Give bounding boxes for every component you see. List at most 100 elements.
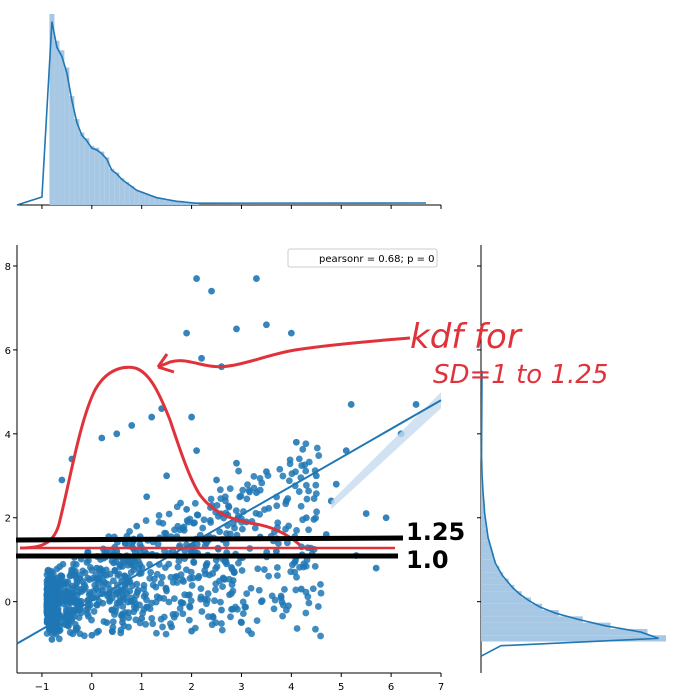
scatter-point xyxy=(412,401,420,408)
scatter-point xyxy=(193,540,201,548)
scatter-point xyxy=(317,632,324,640)
scatter-point xyxy=(226,530,234,538)
scatter-point xyxy=(84,604,92,612)
scatter-point xyxy=(167,573,175,581)
scatter-point xyxy=(53,612,61,619)
top-hist-bar xyxy=(174,201,180,205)
scatter-point xyxy=(188,627,195,635)
top-hist-bar xyxy=(164,199,170,205)
scatter-point xyxy=(285,477,293,485)
scatter-point xyxy=(201,567,209,574)
scatter-point xyxy=(148,413,156,421)
scatter-point xyxy=(171,526,178,534)
top-hist-bar xyxy=(159,198,165,205)
right-hist-bar xyxy=(481,540,491,548)
top-hist-bar xyxy=(169,200,175,205)
scatter-point xyxy=(153,629,160,637)
scatter-point xyxy=(48,602,55,610)
scatter-point xyxy=(310,495,318,502)
scatter-point xyxy=(311,562,319,570)
scatter-point xyxy=(305,526,312,534)
scatter-point xyxy=(253,617,261,625)
scatter-point xyxy=(165,598,173,606)
scatter-point xyxy=(193,447,200,455)
scatter-point xyxy=(194,574,202,582)
scatter-point xyxy=(302,440,310,448)
legend-text: pearsonr = 0.68; p = 0 xyxy=(319,254,435,265)
scatter-point xyxy=(67,571,75,579)
right-hist-bar xyxy=(481,528,488,535)
scatter-point xyxy=(179,599,187,607)
scatter-point xyxy=(188,582,196,589)
right-hist-bar xyxy=(481,566,500,573)
top-hist-bar xyxy=(74,119,80,205)
scatter-point xyxy=(244,481,251,489)
scatter-point xyxy=(317,589,325,597)
scatter-point xyxy=(276,465,284,473)
scatter-point xyxy=(382,514,390,522)
scatter-point xyxy=(155,512,163,519)
scatter-point xyxy=(132,600,140,608)
scatter-point xyxy=(140,581,148,589)
scatter-point xyxy=(84,574,92,582)
scatter-point xyxy=(300,560,308,568)
right-hist-bar xyxy=(481,490,484,497)
scatter-point xyxy=(72,561,80,568)
scatter-point xyxy=(179,610,187,618)
scatter-point xyxy=(227,590,235,598)
scatter-point xyxy=(165,510,173,518)
scatter-point xyxy=(310,516,318,523)
scatter-point xyxy=(258,598,265,606)
top-hist-bar xyxy=(189,202,195,205)
scatter-point xyxy=(247,584,255,592)
top-hist-bar xyxy=(154,197,160,205)
scatter-point xyxy=(168,623,176,631)
scatter-point xyxy=(212,586,219,594)
scatter-point xyxy=(273,502,281,510)
top-hist-bar xyxy=(139,191,145,205)
scatter-point xyxy=(169,610,177,618)
scatter-point xyxy=(212,619,220,627)
x-tick-label: 6 xyxy=(388,682,394,693)
scatter-point xyxy=(293,625,301,632)
scatter-point xyxy=(176,605,184,612)
scatter-point xyxy=(104,592,111,600)
scatter-point xyxy=(347,401,355,408)
scatter-point xyxy=(62,620,70,628)
scatter-point xyxy=(93,564,101,572)
scatter-point xyxy=(255,586,263,594)
y-tick-label: 6 xyxy=(5,346,11,357)
x-tick-label: 4 xyxy=(288,682,294,693)
right-kde-line xyxy=(480,370,659,657)
scatter-point xyxy=(232,507,240,515)
scatter-point xyxy=(154,540,162,548)
scatter-point xyxy=(113,547,121,555)
scatter-point xyxy=(309,585,317,593)
scatter-point xyxy=(199,524,207,532)
top-hist-bar xyxy=(49,14,55,205)
top-hist-bar xyxy=(94,147,100,205)
top-hist-bar xyxy=(144,193,150,205)
scatter-point xyxy=(283,539,291,547)
scatter-point xyxy=(87,563,94,571)
scatter-point xyxy=(121,583,129,591)
scatter-point xyxy=(179,576,186,584)
scatter-point xyxy=(272,547,280,555)
top-hist-bar xyxy=(179,201,185,205)
top-hist-bar xyxy=(119,178,125,205)
scatter-point xyxy=(222,540,230,547)
scatter-point xyxy=(191,548,199,556)
scatter-point xyxy=(217,495,225,503)
scatter-point xyxy=(103,619,111,627)
scatter-point xyxy=(44,581,51,589)
top-hist-bar xyxy=(194,203,200,205)
scatter-point xyxy=(227,613,234,621)
kde-annotation-curve xyxy=(19,365,301,550)
scatter-point xyxy=(293,573,300,581)
scatter-point xyxy=(218,626,226,634)
scatter-point xyxy=(109,577,117,585)
scatter-point xyxy=(197,585,205,593)
scatter-point xyxy=(298,462,306,469)
scatter-point xyxy=(127,594,135,602)
